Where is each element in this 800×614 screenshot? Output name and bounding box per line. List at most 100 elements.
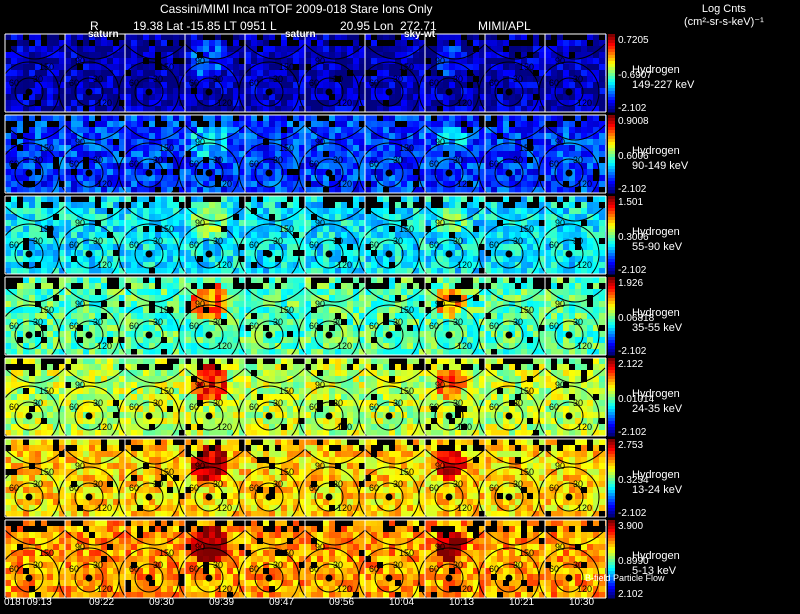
contour-value-label: 30 <box>153 236 163 246</box>
contour-value-label: 60 <box>9 564 19 574</box>
contour-value-label: 60 <box>549 159 559 169</box>
contour-value-label: 150 <box>399 467 414 477</box>
field-center-marker <box>506 413 512 419</box>
field-center-marker <box>386 332 392 338</box>
contour-value-label: 120 <box>337 341 352 351</box>
contour-value-label: 60 <box>309 402 319 412</box>
contour-value-label: 150 <box>279 305 294 315</box>
contour-value-label: 90 <box>315 542 325 552</box>
contour-value-label: 90 <box>555 299 565 309</box>
field-center-marker <box>326 332 332 338</box>
time-tick-label: 09:56 <box>329 597 354 608</box>
contour-value-label: 30 <box>393 560 403 570</box>
contour-value-label: 90 <box>195 56 205 66</box>
contour-value-label: 60 <box>129 483 139 493</box>
contour-value-label: 30 <box>33 155 43 165</box>
contour-value-label: 120 <box>577 584 592 594</box>
contour-value-label: 90 <box>195 380 205 390</box>
field-center-marker <box>26 575 32 581</box>
contour-value-label: 60 <box>429 564 439 574</box>
field-center-marker <box>566 89 572 95</box>
contour-value-label: 30 <box>513 155 523 165</box>
plot-title: Cassini/MIMI Inca mTOF 2009-018 Stare Io… <box>160 3 433 16</box>
field-center-marker <box>446 332 452 338</box>
contour-value-label: 90 <box>315 380 325 390</box>
contour-value-label: 60 <box>129 564 139 574</box>
contour-value-label: 60 <box>249 78 259 88</box>
time-tick-label: 09:30 <box>149 597 174 608</box>
contour-value-label: 30 <box>393 74 403 84</box>
contour-value-label: 30 <box>513 317 523 327</box>
contour-value-label: 30 <box>573 155 583 165</box>
contour-value-label: 90 <box>195 299 205 309</box>
contour-value-label: 120 <box>217 98 232 108</box>
field-center-marker <box>326 575 332 581</box>
contour-value-label: 30 <box>213 560 223 570</box>
colorbar-min: -2.102 <box>618 508 646 519</box>
contour-value-label: 30 <box>273 74 283 84</box>
contour-value-label: 90 <box>435 137 445 147</box>
contour-value-label: 60 <box>489 321 499 331</box>
contour-value-label: 120 <box>577 503 592 513</box>
contour-value-label: 90 <box>75 461 85 471</box>
time-tick-label: 10:13 <box>449 597 474 608</box>
band-panel-1: 3060150306012090306015030601209030601503… <box>0 115 615 203</box>
field-center-marker <box>266 575 272 581</box>
contour-value-label: 120 <box>217 179 232 189</box>
contour-value-label: 150 <box>39 62 54 72</box>
contour-value-label: 60 <box>309 78 319 88</box>
contour-value-label: 150 <box>279 386 294 396</box>
contour-value-label: 30 <box>33 560 43 570</box>
field-center-marker <box>326 170 332 176</box>
colorbar-4 <box>608 358 615 437</box>
contour-value-label: 90 <box>315 299 325 309</box>
contour-value-label: 60 <box>9 78 19 88</box>
contour-value-label: 150 <box>519 62 534 72</box>
contour-value-label: 150 <box>519 143 534 153</box>
contour-value-label: 90 <box>315 218 325 228</box>
field-center-marker <box>566 575 572 581</box>
contour-value-label: 60 <box>369 402 379 412</box>
contour-value-label: 150 <box>279 143 294 153</box>
contour-value-label: 30 <box>153 398 163 408</box>
field-center-marker <box>446 413 452 419</box>
contour-value-label: 150 <box>39 143 54 153</box>
contour-value-label: 60 <box>429 159 439 169</box>
contour-value-label: 60 <box>69 564 79 574</box>
contour-value-label: 30 <box>333 236 343 246</box>
contour-value-label: 60 <box>309 564 319 574</box>
contour-value-label: 30 <box>573 398 583 408</box>
contour-value-label: 120 <box>457 98 472 108</box>
contour-value-label: 30 <box>213 236 223 246</box>
time-tick-label: 10:21 <box>509 597 534 608</box>
field-center-marker <box>86 413 92 419</box>
units-line2: (cm²-sr-s-keV)⁻¹ <box>684 16 764 29</box>
band-panel-0: 3060150306012090306015030601209030601503… <box>0 34 615 122</box>
contour-value-label: 120 <box>457 260 472 270</box>
field-center-marker <box>86 332 92 338</box>
field-center-marker <box>506 332 512 338</box>
contour-value-label: 90 <box>75 299 85 309</box>
contour-value-label: 120 <box>337 260 352 270</box>
field-center-marker <box>266 413 272 419</box>
contour-value-label: 150 <box>39 224 54 234</box>
colorbar-max: 2.753 <box>618 440 643 451</box>
contour-value-label: 90 <box>75 56 85 66</box>
contour-value-label: 30 <box>93 155 103 165</box>
contour-value-label: 30 <box>33 479 43 489</box>
field-center-marker <box>86 89 92 95</box>
contour-value-label: 120 <box>217 260 232 270</box>
time-tick-label: 018T09:13 <box>4 597 52 608</box>
field-center-marker <box>506 170 512 176</box>
colorbar-min: -2.102 <box>618 184 646 195</box>
contour-value-label: 30 <box>573 317 583 327</box>
colorbar-max: 0.9008 <box>618 116 649 127</box>
contour-value-label: 60 <box>9 483 19 493</box>
contour-value-label: 120 <box>97 422 112 432</box>
contour-value-label: 30 <box>33 236 43 246</box>
contour-value-label: 30 <box>453 155 463 165</box>
field-center-marker <box>206 494 212 500</box>
field-center-marker <box>326 251 332 257</box>
contour-value-label: 90 <box>315 137 325 147</box>
field-center-marker <box>146 89 152 95</box>
